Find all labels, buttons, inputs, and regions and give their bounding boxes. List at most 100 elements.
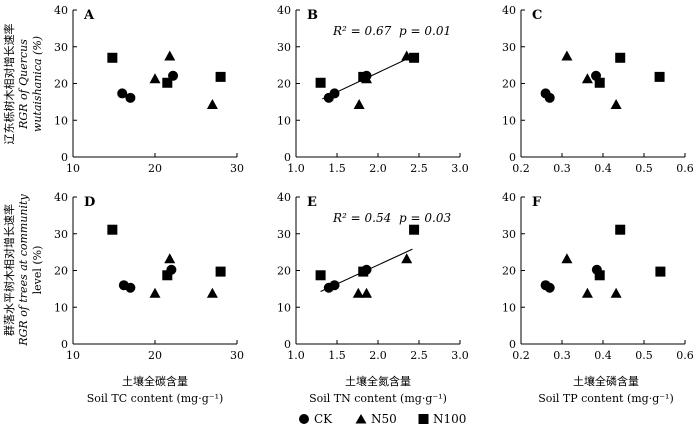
y-tick-label: 10	[277, 301, 291, 314]
p-value-label: p = 0.01	[399, 24, 451, 38]
y-tick-label: 0	[61, 338, 68, 351]
y-tick-label: 40	[502, 191, 516, 204]
x-tick-label: 1.0	[287, 349, 305, 362]
y-axis-title-row1: 辽东栎树木相对增长速率 RGR of Quercus wutaishanica …	[2, 24, 44, 145]
point-ck	[329, 280, 340, 291]
point-n50	[561, 253, 573, 264]
point-n100	[409, 224, 420, 235]
x-tick-label: 1.5	[328, 162, 346, 175]
point-n100	[654, 71, 665, 82]
x-tick-label: 2.0	[369, 162, 387, 175]
point-n50	[149, 73, 161, 84]
point-ck	[329, 88, 340, 99]
y-tick-label: 40	[277, 4, 291, 17]
x-tick-label: 0.4	[594, 162, 612, 175]
x-tick-label: 0.2	[512, 349, 530, 362]
x-tick-label: 0.5	[635, 349, 653, 362]
point-n100	[409, 52, 420, 63]
r-squared-label: R² = 0.54	[332, 211, 391, 225]
y-title-row1-line1: 辽东栎树木相对增长速率	[2, 24, 16, 145]
y-title-row1-line3: wutaishanica (%)	[31, 36, 44, 132]
y-tick-label: 30	[502, 41, 516, 54]
x-tick-label: 0.3	[553, 349, 571, 362]
point-n50	[164, 50, 176, 61]
x-tick-label: 2.0	[369, 349, 387, 362]
y-tick-label: 30	[54, 228, 68, 241]
y-title-row1-line2: RGR of Quercus	[17, 39, 30, 130]
x-tick-label: 3.0	[451, 349, 469, 362]
y-title-row2-line2: RGR of trees at community	[17, 194, 30, 347]
y-tick-label: 30	[54, 41, 68, 54]
x-title-tc-cn: 土壤全碳含量	[122, 374, 188, 388]
point-n50	[401, 253, 413, 264]
point-ck	[117, 88, 128, 99]
x-tick-label: 0.6	[676, 162, 694, 175]
legend-circle-marker	[299, 414, 309, 424]
legend: CK N50 N100	[299, 412, 466, 426]
point-n50	[149, 287, 161, 298]
point-n100	[615, 52, 626, 63]
point-n100	[162, 77, 173, 88]
y-tick-label: 40	[277, 191, 291, 204]
point-n50	[581, 287, 593, 298]
legend-square-marker	[418, 414, 429, 424]
point-n50	[352, 287, 364, 298]
panel-label: A	[83, 8, 95, 23]
point-n100	[615, 224, 626, 235]
y-tick-label: 0	[509, 151, 516, 164]
y-title-row2-line3: level (%)	[31, 246, 44, 295]
point-n50	[353, 98, 365, 109]
panel-B: 0 10 20 30 40 1.0 1.5 2.0 2.5 3.0 B R² = 0.67 p = 0.…	[277, 4, 469, 175]
point-n100	[162, 270, 173, 281]
p-value-label: p = 0.03	[399, 211, 451, 225]
y-tick-label: 0	[61, 151, 68, 164]
y-tick-label: 10	[277, 114, 291, 127]
x-title-tn-cn: 土壤全氮含量	[345, 374, 411, 388]
y-tick-label: 20	[54, 265, 68, 278]
y-tick-label: 0	[284, 338, 291, 351]
panel-label: B	[307, 8, 318, 23]
point-ck	[544, 92, 555, 103]
point-n100	[107, 224, 118, 235]
x-tick-label: 20	[148, 162, 162, 175]
y-axis-title-row2: 群落水平树木相对增长速率 RGR of trees at community l…	[2, 194, 44, 347]
panel-F: 0 10 20 30 40 0.2 0.3 0.4 0.5 0.6 F	[502, 191, 694, 362]
x-tick-label: 1.0	[287, 162, 305, 175]
y-tick-label: 20	[502, 265, 516, 278]
legend-label-ck: CK	[314, 412, 333, 426]
point-n50	[206, 287, 218, 298]
x-tick-label: 2.5	[410, 162, 428, 175]
y-tick-label: 40	[502, 4, 516, 17]
y-tick-label: 10	[54, 301, 68, 314]
point-n100	[655, 266, 666, 277]
x-tick-label: 0.2	[512, 162, 530, 175]
panel-label: E	[307, 195, 317, 210]
panel-label: D	[84, 195, 95, 210]
point-n50	[164, 253, 176, 264]
point-n100	[215, 266, 226, 277]
x-tick-label: 0.6	[676, 349, 694, 362]
x-tick-label: 0.5	[635, 162, 653, 175]
point-ck	[125, 282, 136, 293]
point-n100	[315, 77, 326, 88]
y-tick-label: 30	[277, 41, 291, 54]
point-n50	[581, 73, 593, 84]
panel-label: C	[532, 8, 542, 23]
point-n100	[315, 270, 326, 281]
point-n50	[610, 287, 622, 298]
x-tick-label: 10	[66, 349, 80, 362]
x-tick-label: 30	[230, 162, 244, 175]
x-title-tp-cn: 土壤全磷含量	[573, 374, 639, 388]
y-tick-label: 20	[502, 78, 516, 91]
x-title-tc-en: Soil TC content (mg·g⁻¹)	[87, 392, 224, 405]
y-tick-label: 20	[54, 78, 68, 91]
y-tick-label: 20	[277, 78, 291, 91]
point-n100	[594, 270, 605, 281]
y-title-row2-line1: 群落水平树木相对增长速率	[2, 204, 16, 336]
panel-E: 0 10 20 30 40 1.0 1.5 2.0 2.5 3.0 E R² = 0.54 p = 0.…	[277, 191, 469, 362]
point-n100	[358, 266, 369, 277]
point-n100	[358, 71, 369, 82]
